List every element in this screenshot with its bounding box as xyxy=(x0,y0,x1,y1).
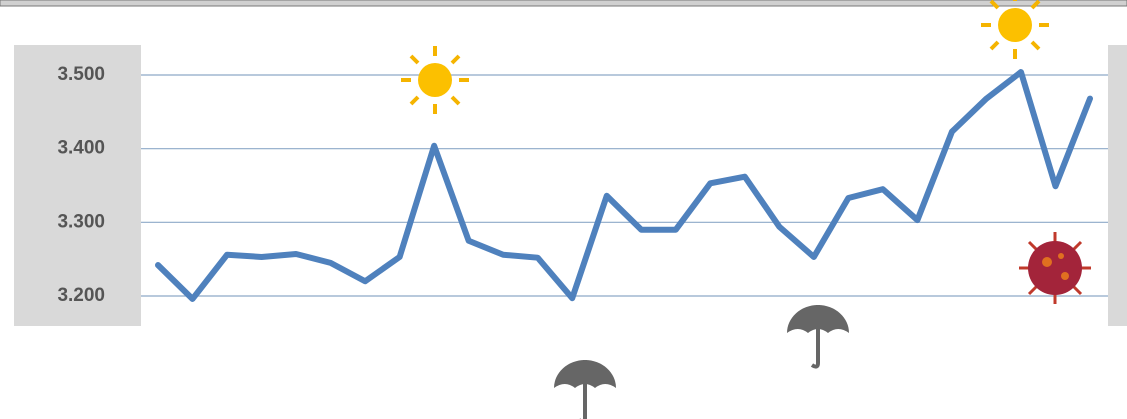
decorations xyxy=(401,0,1091,419)
y-tick-label: 3.300 xyxy=(57,211,105,232)
y-tick-label: 3.200 xyxy=(57,285,105,306)
sun-icon xyxy=(981,0,1049,59)
line-series xyxy=(158,72,1090,299)
left-panel xyxy=(14,45,141,326)
page: 3.200 3.300 3.400 3.500 xyxy=(0,0,1127,419)
umbrella-icon xyxy=(554,360,616,419)
top-bar xyxy=(0,0,1127,6)
virus-icon xyxy=(1019,232,1091,304)
sun-icon xyxy=(401,46,469,114)
umbrella-icon xyxy=(787,305,849,367)
right-panel xyxy=(1108,45,1127,326)
y-tick-label: 3.500 xyxy=(57,64,105,85)
chart: 3.200 3.300 3.400 3.500 xyxy=(0,0,1127,419)
y-tick-label: 3.400 xyxy=(57,138,105,159)
